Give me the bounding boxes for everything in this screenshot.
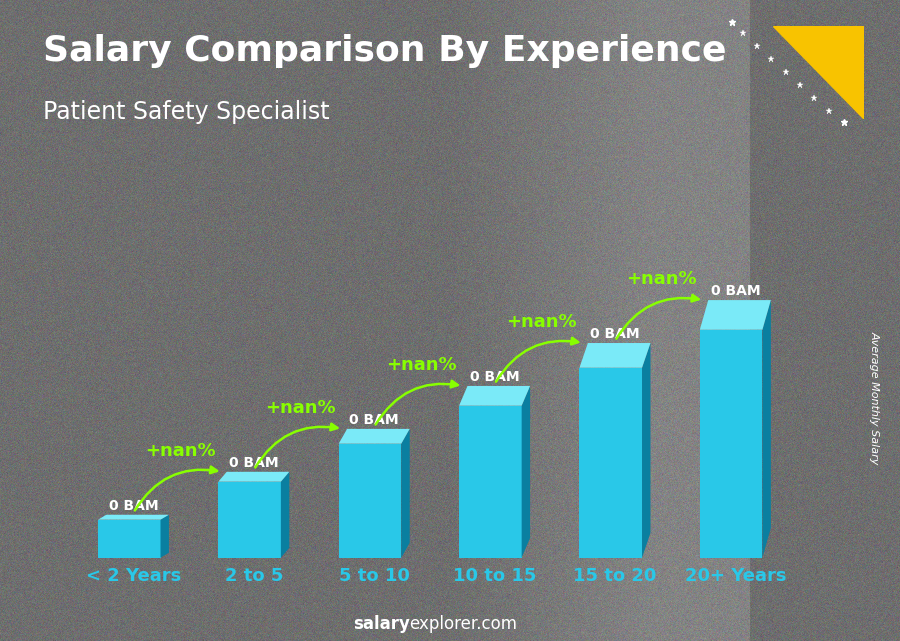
Text: +nan%: +nan% xyxy=(386,356,456,374)
Polygon shape xyxy=(338,429,410,444)
Polygon shape xyxy=(219,472,289,481)
Text: 0 BAM: 0 BAM xyxy=(470,370,519,384)
Text: Patient Safety Specialist: Patient Safety Specialist xyxy=(42,100,329,124)
Polygon shape xyxy=(700,300,770,329)
Polygon shape xyxy=(401,429,410,558)
Text: 0 BAM: 0 BAM xyxy=(349,413,399,427)
Text: 5 to 10: 5 to 10 xyxy=(338,567,410,585)
Bar xyxy=(580,368,642,558)
Polygon shape xyxy=(772,26,864,119)
Text: 0 BAM: 0 BAM xyxy=(229,456,279,470)
Text: salary: salary xyxy=(353,615,410,633)
Polygon shape xyxy=(98,515,169,520)
Polygon shape xyxy=(522,386,530,558)
Text: < 2 Years: < 2 Years xyxy=(86,567,181,585)
Text: +nan%: +nan% xyxy=(626,271,698,288)
Bar xyxy=(338,444,401,558)
Text: 2 to 5: 2 to 5 xyxy=(225,567,283,585)
Polygon shape xyxy=(762,300,770,558)
Bar xyxy=(459,406,522,558)
Text: +nan%: +nan% xyxy=(266,399,336,417)
Polygon shape xyxy=(580,343,651,368)
Bar xyxy=(219,481,281,558)
Polygon shape xyxy=(642,343,651,558)
Text: 0 BAM: 0 BAM xyxy=(109,499,158,513)
Text: Average Monthly Salary: Average Monthly Salary xyxy=(869,331,880,464)
Text: Salary Comparison By Experience: Salary Comparison By Experience xyxy=(42,34,726,68)
Text: 0 BAM: 0 BAM xyxy=(590,327,640,341)
Text: explorer.com: explorer.com xyxy=(410,615,518,633)
Polygon shape xyxy=(281,472,289,558)
Bar xyxy=(98,520,160,558)
Text: +nan%: +nan% xyxy=(506,313,577,331)
Text: 20+ Years: 20+ Years xyxy=(685,567,786,585)
Text: 15 to 20: 15 to 20 xyxy=(573,567,657,585)
Text: +nan%: +nan% xyxy=(145,442,216,460)
Bar xyxy=(700,329,762,558)
Polygon shape xyxy=(459,386,530,406)
Text: 10 to 15: 10 to 15 xyxy=(453,567,536,585)
Polygon shape xyxy=(160,515,169,558)
Text: 0 BAM: 0 BAM xyxy=(710,284,760,298)
